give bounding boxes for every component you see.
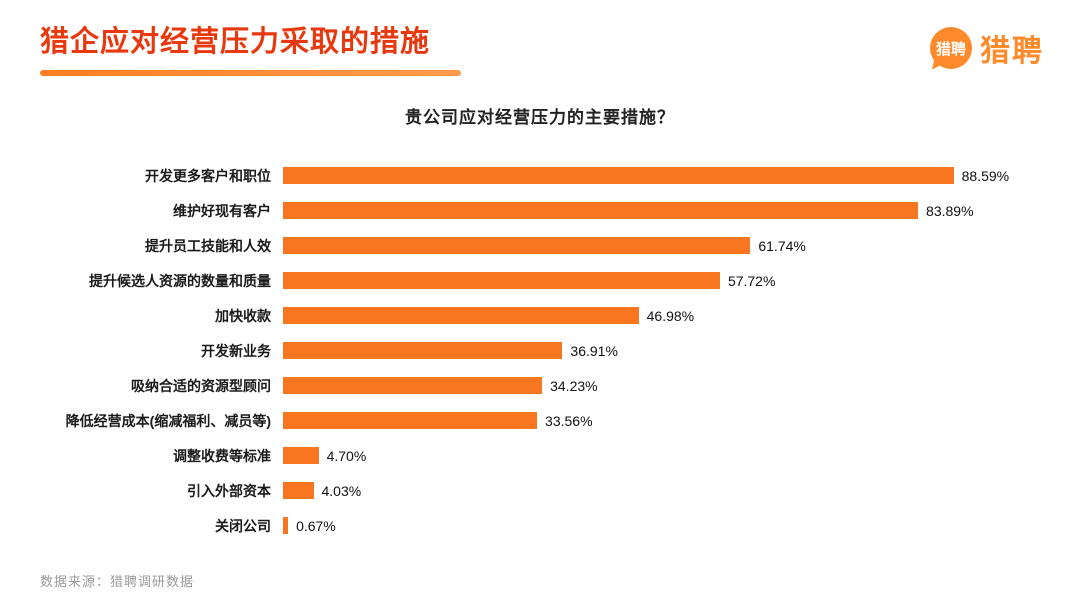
bar-track: 0.67%	[283, 508, 1040, 543]
value-label: 57.72%	[727, 272, 776, 289]
bar-track: 4.03%	[283, 473, 1040, 508]
category-label: 吸纳合适的资源型顾问	[131, 377, 271, 394]
bar-row: 提升候选人资源的数量和质量 57.72%	[40, 263, 1040, 298]
bar-row: 提升员工技能和人效 61.74%	[40, 228, 1040, 263]
data-source: 数据来源：猎聘调研数据	[40, 574, 195, 589]
bar-row: 维护好现有客户 83.89%	[40, 193, 1040, 228]
category-label: 关闭公司	[215, 517, 271, 534]
liepin-wordmark: 猎聘	[980, 35, 1044, 68]
category-label: 加快收款	[215, 307, 271, 324]
bar	[283, 307, 639, 325]
bar-row: 降低经营成本(缩减福利、减员等) 33.56%	[40, 403, 1040, 438]
value-label: 0.67%	[296, 517, 336, 534]
bar-track: 33.56%	[283, 403, 1040, 438]
value-label: 36.91%	[570, 342, 618, 359]
value-label: 4.70%	[326, 447, 367, 464]
bar	[283, 517, 289, 535]
bar-row: 关闭公司 0.67%	[40, 508, 1040, 543]
value-label: 4.03%	[321, 482, 362, 499]
bar	[283, 272, 720, 290]
value-label: 88.59%	[961, 167, 1010, 184]
bar	[283, 412, 538, 430]
bar-track: 4.70%	[283, 438, 1040, 473]
liepin-logo: 猎聘 猎聘	[930, 26, 1044, 70]
category-label: 维护好现有客户	[173, 202, 271, 219]
value-label: 83.89%	[926, 202, 974, 219]
title-block: 猎企应对经营压力采取的措施	[40, 24, 461, 77]
bar-track: 46.98%	[283, 298, 1040, 333]
title-underline	[40, 70, 461, 77]
category-label: 降低经营成本(缩减福利、减员等)	[65, 412, 271, 429]
category-label: 开发新业务	[201, 342, 271, 359]
bar-track: 57.72%	[283, 263, 1040, 298]
bar-chart: 开发更多客户和职位 88.59% 维护好现有客户 83.89% 提升员工技能和人效 61.…	[40, 158, 1040, 543]
bar-row: 调整收费等标准 4.70%	[40, 438, 1040, 473]
page-title: 猎企应对经营压力采取的措施	[40, 26, 431, 58]
value-label: 61.74%	[758, 237, 806, 254]
category-label: 提升员工技能和人效	[145, 237, 271, 254]
bar	[283, 482, 314, 500]
value-label: 46.98%	[646, 307, 695, 324]
category-label: 提升候选人资源的数量和质量	[89, 272, 271, 289]
category-label: 引入外部资本	[187, 482, 271, 499]
header: 猎企应对经营压力采取的措施 猎聘 猎聘	[0, 0, 1080, 77]
bar	[283, 167, 954, 185]
bar-track: 61.74%	[283, 228, 1040, 263]
bar	[283, 377, 543, 395]
bar-track: 88.59%	[283, 158, 1040, 193]
bar-track: 36.91%	[283, 333, 1040, 368]
bar-row: 吸纳合适的资源型顾问 34.23%	[40, 368, 1040, 403]
bar	[283, 342, 563, 360]
liepin-speech-bubble-icon: 猎聘	[930, 27, 972, 69]
bar-row: 开发更多客户和职位 88.59%	[40, 158, 1040, 193]
bar	[283, 447, 319, 465]
value-label: 33.56%	[545, 412, 593, 429]
bar-row: 引入外部资本 4.03%	[40, 473, 1040, 508]
bar-row: 开发新业务 36.91%	[40, 333, 1040, 368]
bar	[283, 202, 919, 220]
bar	[283, 237, 751, 255]
category-label: 调整收费等标准	[173, 447, 271, 464]
bar-track: 34.23%	[283, 368, 1040, 403]
bar-track: 83.89%	[283, 193, 1040, 228]
value-label: 34.23%	[550, 377, 598, 394]
bar-row: 加快收款 46.98%	[40, 298, 1040, 333]
category-label: 开发更多客户和职位	[145, 167, 271, 184]
chart-title: 贵公司应对经营压力的主要措施？	[405, 108, 675, 128]
